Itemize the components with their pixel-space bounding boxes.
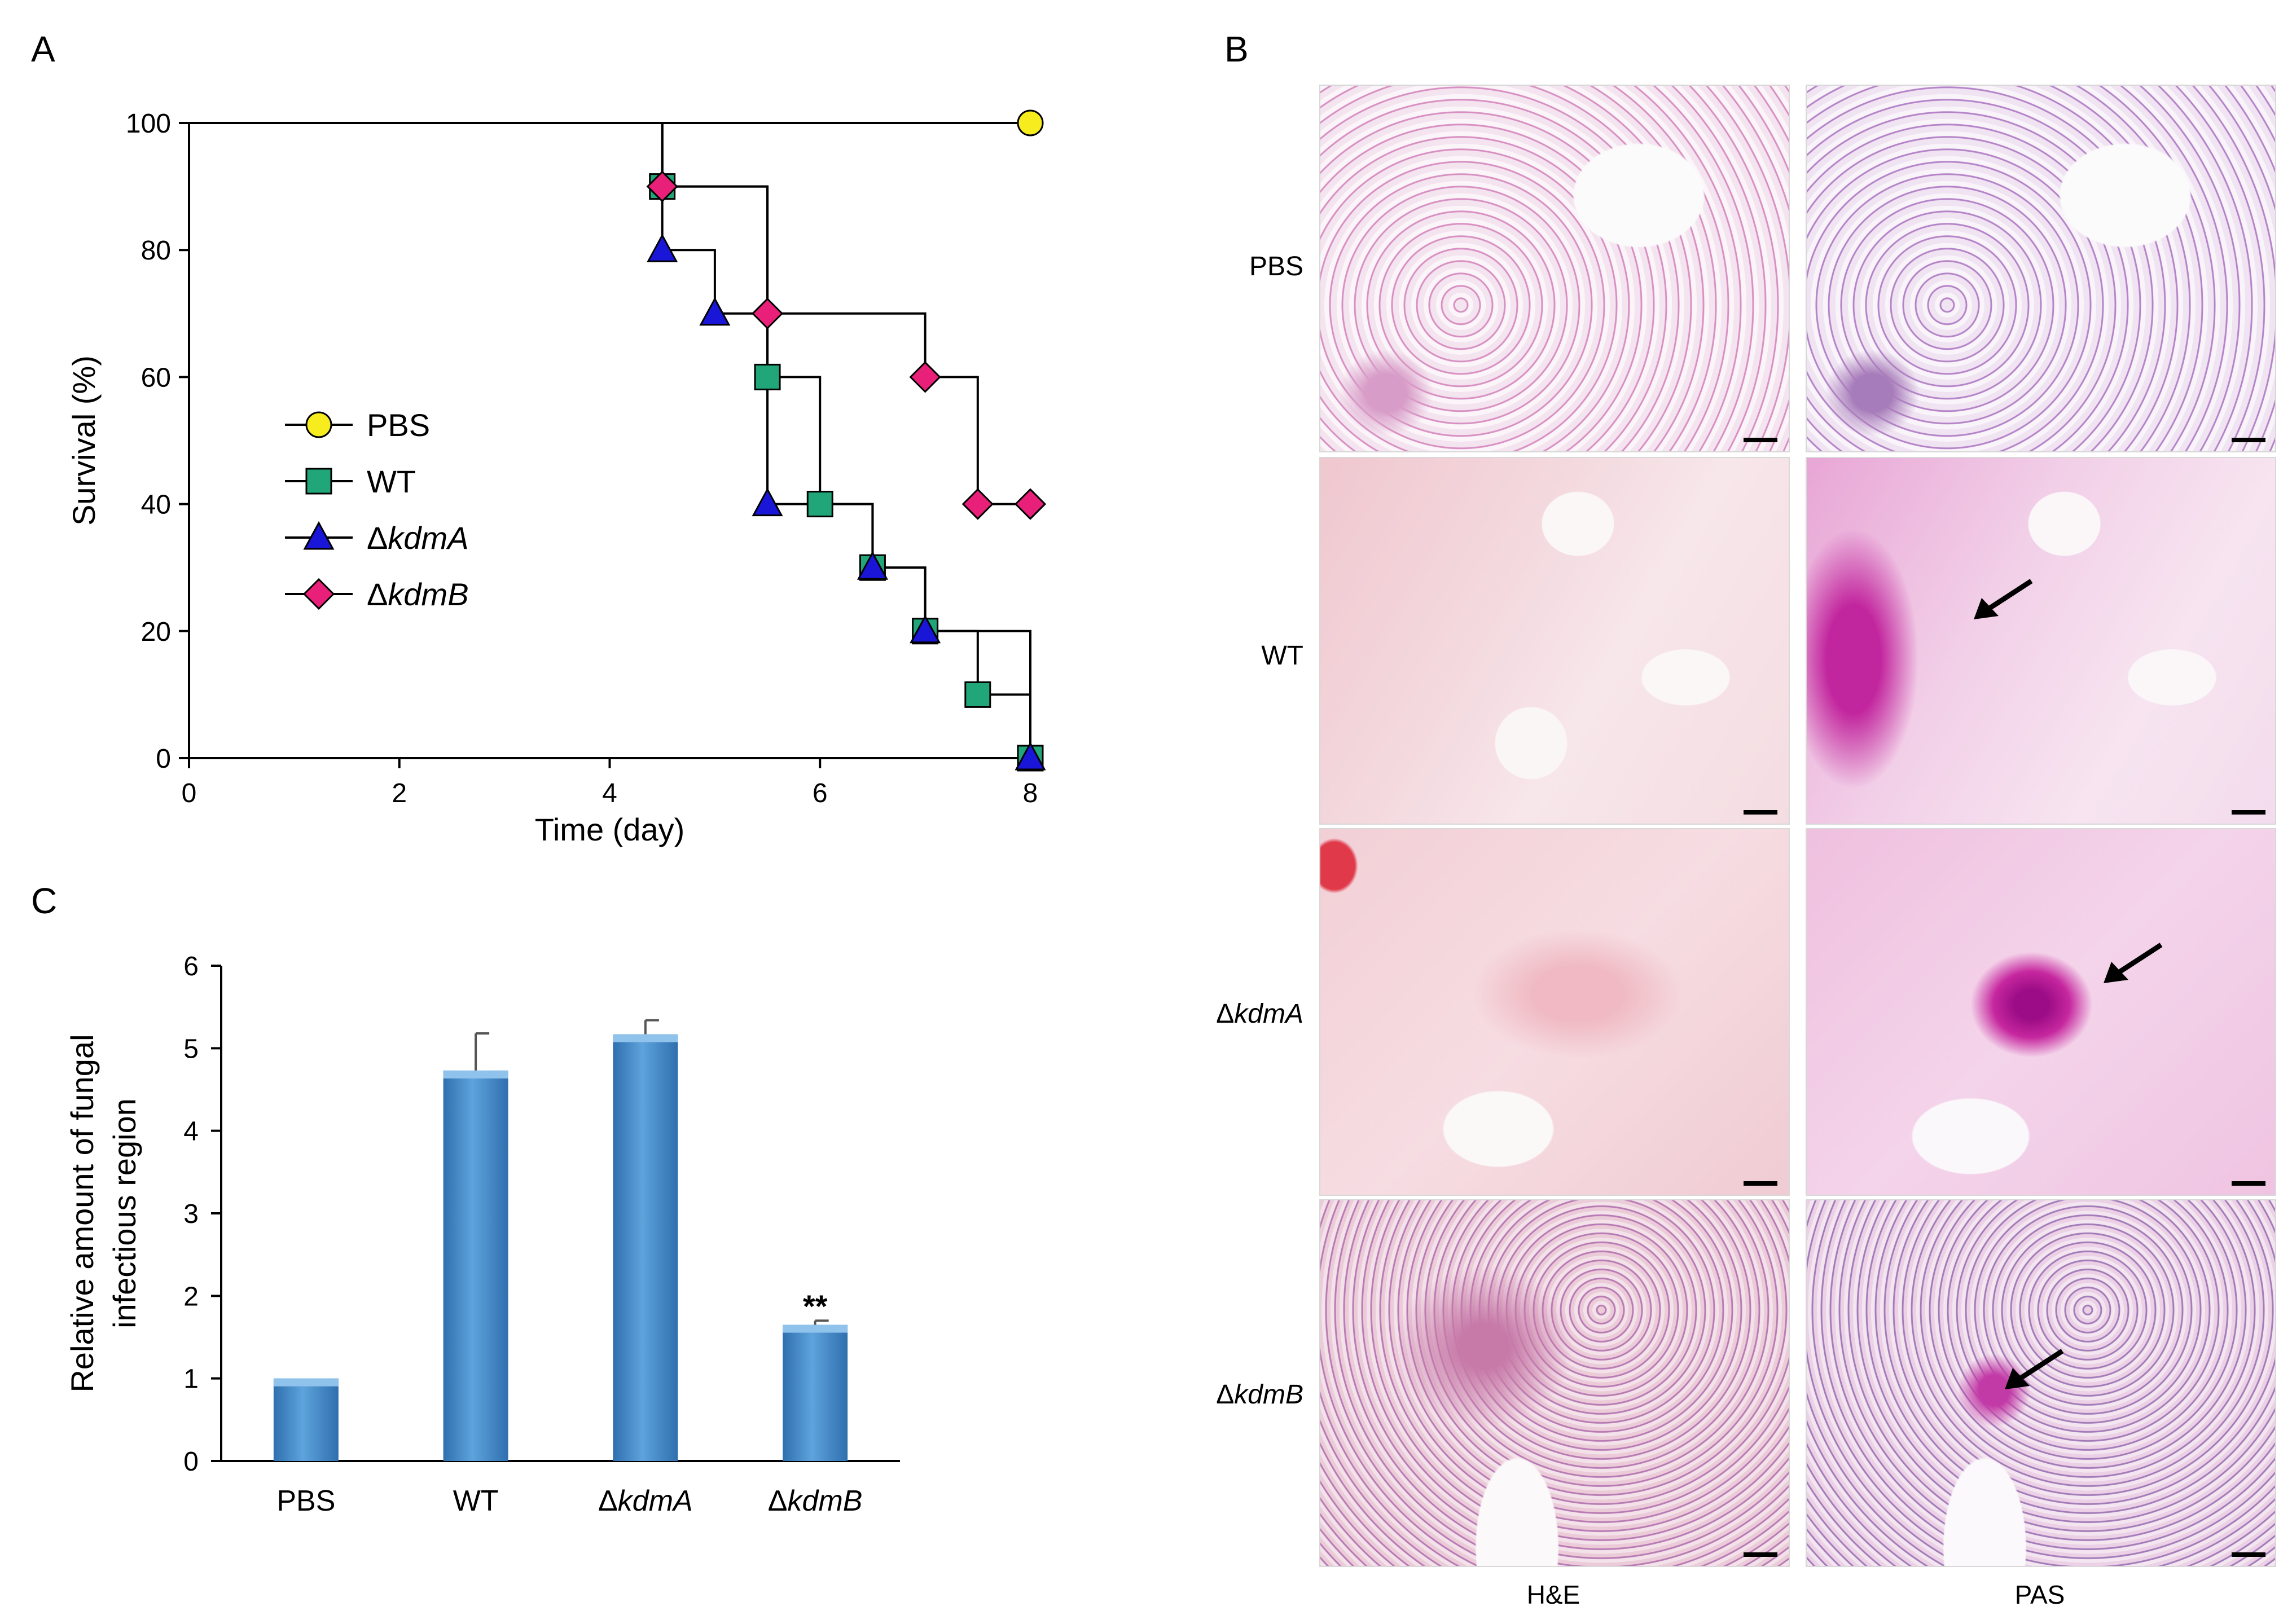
y-tick-label: 3 <box>183 1199 199 1229</box>
panel-letter-b: B <box>1224 29 1249 69</box>
bar <box>783 1324 848 1461</box>
x-category-label: ΔkdmA <box>598 1485 693 1517</box>
data-point-triangle <box>910 614 941 644</box>
scale-bar <box>2232 438 2265 442</box>
x-tick-label: 8 <box>1023 778 1038 808</box>
panel-letter-a: A <box>31 29 55 69</box>
x-tick-label: 4 <box>602 778 617 808</box>
y-tick-label: 60 <box>141 363 171 393</box>
series-line-square <box>189 122 1031 758</box>
histology-image-kdma-he <box>1319 828 1790 1196</box>
histology-image-kdma-pas <box>1806 828 2276 1196</box>
y-tick-label: 6 <box>183 952 199 982</box>
histology-image-pbs-pas <box>1806 85 2276 452</box>
y-axis-label: infectious region <box>107 1098 142 1328</box>
y-tick-label: 0 <box>183 1447 199 1477</box>
y-tick-label: 20 <box>141 617 171 647</box>
y-tick-label: 1 <box>183 1365 199 1394</box>
x-axis-label: Time (day) <box>535 812 685 847</box>
scale-bar <box>1744 438 1777 442</box>
panel-letter-c: C <box>31 881 58 921</box>
histology-image-kdmb-he <box>1319 1199 1790 1567</box>
bar <box>443 1070 508 1461</box>
data-point-diamond <box>646 170 678 203</box>
scale-bar <box>1744 810 1777 815</box>
histology-image-wt-pas <box>1806 457 2276 825</box>
bar <box>613 1034 678 1461</box>
bar-top-bevel <box>273 1378 339 1387</box>
legend-marker-diamond <box>302 578 335 610</box>
x-tick-label: 2 <box>392 778 407 808</box>
data-point-square <box>754 363 781 390</box>
scale-bar <box>2232 1181 2265 1186</box>
x-category-label: ΔkdmB <box>768 1485 863 1517</box>
data-point-triangle <box>1015 741 1046 771</box>
x-tick-label: 6 <box>813 778 828 808</box>
y-tick-label: 4 <box>183 1117 199 1147</box>
data-point-circle <box>1017 109 1044 137</box>
legend-marker-circle <box>305 411 332 438</box>
bar-top-bevel <box>613 1034 678 1042</box>
data-point-square <box>964 681 991 708</box>
legend-label: ΔkdmB <box>367 576 469 612</box>
infection-bar-chart: 0 1 2 3 4 5 6 Relative amount of fungal infectio… <box>64 952 900 1517</box>
legend-marker-square <box>305 468 332 495</box>
series-line-triangle <box>189 122 1031 758</box>
bar-top-bevel <box>783 1324 848 1333</box>
data-point-triangle <box>647 234 678 262</box>
data-point-diamond <box>909 361 941 393</box>
legend-label: WT <box>367 464 416 499</box>
y-tick-label: 40 <box>141 490 171 520</box>
histology-column-label-pas: PAS <box>2014 1580 2065 1609</box>
significance-marker: ** <box>803 1288 828 1324</box>
histology-image-kdmb-pas <box>1806 1199 2276 1567</box>
bar <box>273 1378 339 1461</box>
legend-label: PBS <box>367 407 430 443</box>
bar-top-bevel <box>443 1070 508 1079</box>
data-point-triangle <box>752 487 783 517</box>
y-tick-label: 100 <box>126 109 171 139</box>
y-tick-label: 80 <box>141 236 171 266</box>
histology-row-label-wt: WT <box>1261 641 1303 671</box>
scale-bar <box>1744 1181 1777 1186</box>
x-category-label: PBS <box>276 1485 335 1517</box>
arrow-icon-wt <box>1974 579 2033 619</box>
data-point-diamond <box>1014 488 1047 520</box>
scale-bar <box>1744 1552 1777 1557</box>
y-axis-label: Survival (%) <box>66 355 102 526</box>
scale-bar <box>2232 1552 2265 1557</box>
data-point-diamond <box>751 297 784 329</box>
data-point-triangle <box>857 551 888 580</box>
series-line-diamond <box>189 122 1030 505</box>
legend-label: ΔkdmA <box>367 520 469 556</box>
x-tick-label: 0 <box>182 778 197 808</box>
y-tick-label: 0 <box>156 744 171 774</box>
data-point-square <box>806 491 833 518</box>
x-category-label: WT <box>453 1485 499 1517</box>
data-point-triangle <box>699 297 731 326</box>
y-axis-label: Relative amount of fungal <box>64 1034 100 1392</box>
arrow-icon-kdma <box>2104 943 2163 983</box>
scale-bar <box>2232 810 2265 815</box>
histology-image-wt-he <box>1319 457 1790 825</box>
legend-marker-triangle <box>303 521 335 550</box>
histology-column-label-he: H&E <box>1526 1580 1580 1609</box>
histology-row-label-kdma: ΔkdmA <box>1216 999 1303 1029</box>
arrow-icon-kdmb <box>2005 1349 2064 1389</box>
data-point-diamond <box>961 488 994 520</box>
y-tick-label: 5 <box>183 1034 199 1064</box>
y-tick-label: 2 <box>183 1282 199 1311</box>
histology-image-pbs-he <box>1319 85 1790 452</box>
histology-row-label-kdmb: ΔkdmB <box>1216 1380 1303 1410</box>
histology-row-label-pbs: PBS <box>1249 252 1303 281</box>
